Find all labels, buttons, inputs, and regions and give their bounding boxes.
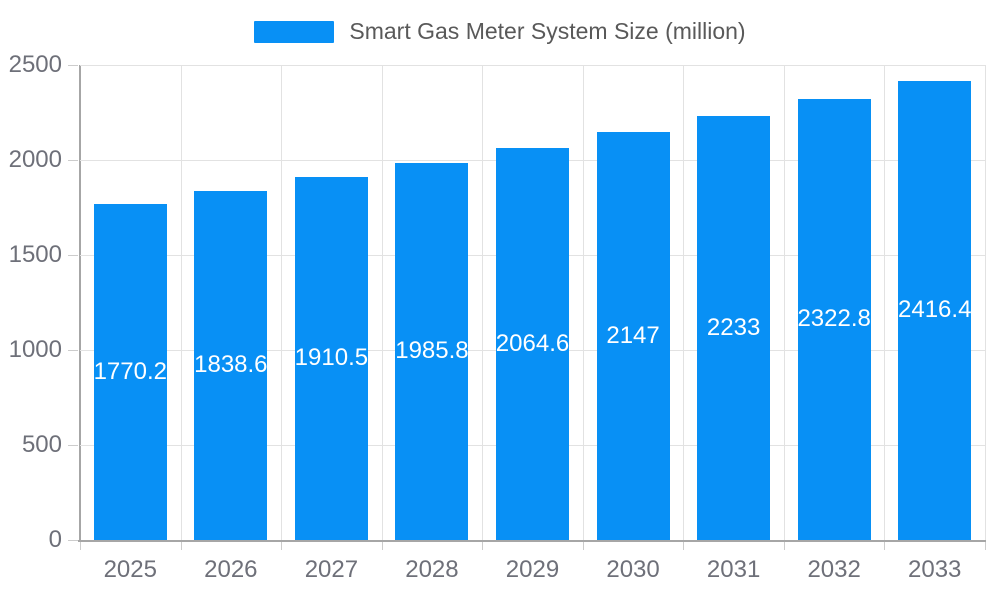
x-axis-tick [381,542,383,550]
x-axis-label: 2027 [304,556,359,583]
y-axis-label: 500 [21,431,62,458]
v-gridline [884,65,886,540]
bar-value-label: 2064.6 [495,329,570,357]
v-gridline [281,65,283,540]
x-axis-tick [683,542,685,550]
y-axis-tick [68,65,78,66]
y-axis-line [79,65,81,542]
x-axis-label: 2033 [908,556,962,583]
legend-label: Smart Gas Meter System Size (million) [349,18,746,44]
y-axis-tick [68,350,78,351]
bar-value-label: 1838.6 [194,351,268,379]
bar-2026[interactable]: 1838.6 [194,190,268,540]
x-axis-label: 2030 [606,556,660,583]
bar-2027[interactable]: 1910.5 [295,177,368,540]
y-axis-tick [68,445,78,446]
bar-2029[interactable]: 2064.6 [495,147,570,540]
bar-value-label: 1985.8 [395,337,469,365]
v-gridline [482,65,484,540]
y-axis-label: 1500 [8,241,62,268]
x-axis-tick [281,542,283,550]
y-axis-tick [68,255,78,256]
bar-2032[interactable]: 2322.8 [797,98,871,540]
y-axis-label: 0 [48,526,62,553]
x-axis-tick [180,542,182,550]
y-axis-tick [68,160,78,161]
x-axis-line [78,540,986,542]
x-axis-label: 2029 [505,556,560,583]
x-axis-label: 2031 [706,556,761,583]
bar-value-label: 2147 [606,322,660,350]
v-gridline [381,65,383,540]
v-gridline [180,65,182,540]
x-axis-tick [80,542,81,550]
bar-2031[interactable]: 2233 [697,115,771,540]
v-gridline [683,65,685,540]
bar-2028[interactable]: 1985.8 [395,162,469,540]
y-axis-label: 2500 [8,51,62,78]
bar-2033[interactable]: 2416.4 [898,80,972,540]
x-axis-tick [985,542,986,550]
x-axis-tick [884,542,886,550]
bar-2025[interactable]: 1770.2 [93,203,167,540]
x-axis-tick [482,542,484,550]
x-axis-label: 2026 [204,556,258,583]
v-gridline [582,65,584,540]
v-gridline [985,65,986,540]
x-axis-label: 2032 [807,556,861,583]
y-axis-label: 2000 [8,146,62,173]
bar-value-label: 2322.8 [797,305,871,333]
v-gridline [783,65,785,540]
x-axis-label: 2028 [405,556,459,583]
bar-value-label: 1910.5 [294,344,369,372]
bar-value-label: 2233 [706,313,761,341]
h-gridline [80,65,985,66]
x-axis-tick [783,542,785,550]
x-axis-label: 2025 [103,556,157,583]
legend-item[interactable]: Smart Gas Meter System Size (million) [0,18,1000,45]
y-axis-label: 1000 [8,336,62,363]
bar-value-label: 2416.4 [898,296,972,324]
legend-swatch [254,20,335,43]
y-axis-tick [68,540,78,541]
bar-2030[interactable]: 2147 [596,132,670,540]
bar-value-label: 1770.2 [93,357,167,385]
x-axis-tick [582,542,584,550]
